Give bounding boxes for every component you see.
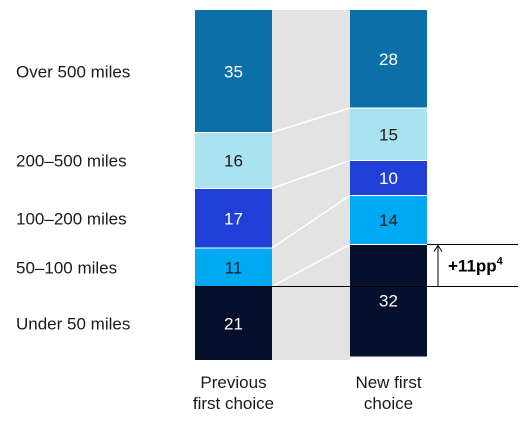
callout-annotation: +11pp4 bbox=[448, 256, 504, 276]
bar-segment bbox=[195, 10, 272, 133]
bar-segment bbox=[195, 132, 272, 189]
bar-segment bbox=[350, 195, 427, 245]
data-label: 10 bbox=[379, 169, 398, 188]
category-label: Previous bbox=[200, 373, 266, 392]
bar-segment bbox=[350, 160, 427, 196]
data-label: 16 bbox=[224, 152, 243, 171]
row-label: Over 500 miles bbox=[16, 62, 130, 81]
bar-segment bbox=[195, 248, 272, 287]
row-label: 100–200 miles bbox=[16, 209, 127, 228]
callout-arrow-head bbox=[433, 244, 443, 252]
category-label: New first bbox=[355, 373, 421, 392]
bar-new-first-choice: 28 15 10 14 32 bbox=[350, 10, 427, 357]
row-label: 50–100 miles bbox=[16, 258, 117, 277]
data-label: 17 bbox=[224, 209, 243, 228]
bar-segment bbox=[195, 188, 272, 248]
connector-line bbox=[271, 107, 351, 134]
bar-segment bbox=[350, 10, 427, 108]
data-label: 35 bbox=[224, 62, 243, 81]
data-label: 28 bbox=[379, 50, 398, 69]
data-label: 21 bbox=[224, 314, 243, 333]
data-label: 15 bbox=[379, 125, 398, 144]
connector-band bbox=[272, 10, 350, 360]
row-label: 200–500 miles bbox=[16, 152, 127, 171]
data-label: 32 bbox=[379, 292, 398, 311]
data-label: 11 bbox=[225, 258, 243, 277]
bar-segment bbox=[350, 108, 427, 161]
connector-line bbox=[271, 194, 351, 249]
bar-segment bbox=[195, 286, 272, 360]
bar-previous-first-choice: 35 16 17 11 21 bbox=[195, 10, 272, 360]
category-label: choice bbox=[364, 394, 413, 413]
category-label: first choice bbox=[193, 394, 274, 413]
connector-line bbox=[271, 159, 351, 190]
connector-line bbox=[271, 243, 351, 288]
bar-segment bbox=[350, 244, 427, 357]
row-label: Under 50 miles bbox=[16, 314, 130, 333]
data-label: 14 bbox=[379, 211, 398, 230]
